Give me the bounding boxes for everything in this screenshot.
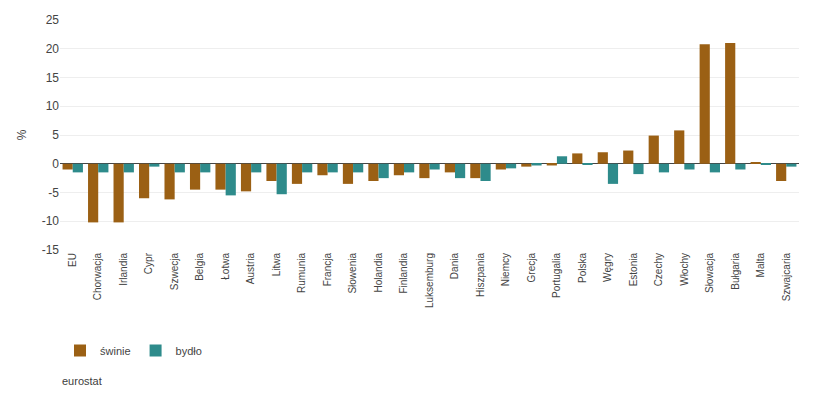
svg-text:-10: -10 [42, 214, 60, 228]
svg-text:5: 5 [52, 128, 59, 142]
svg-text:Rumunia: Rumunia [296, 253, 307, 293]
svg-text:Węgry: Węgry [602, 253, 613, 282]
svg-text:0: 0 [52, 157, 59, 171]
svg-text:eurostat: eurostat [62, 375, 102, 387]
svg-text:Belgia: Belgia [194, 253, 205, 281]
svg-text:Hiszpania: Hiszpania [475, 253, 486, 297]
svg-text:Polska: Polska [577, 253, 588, 283]
svg-text:świnie: świnie [100, 345, 131, 357]
svg-text:Włochy: Włochy [679, 253, 690, 286]
svg-text:Cypr: Cypr [143, 252, 154, 274]
svg-text:10: 10 [46, 99, 60, 113]
svg-text:-5: -5 [48, 186, 59, 200]
svg-text:bydło: bydło [176, 345, 202, 357]
svg-text:Szwecja: Szwecja [169, 253, 180, 291]
svg-text:-15: -15 [42, 243, 60, 257]
svg-text:Estonia: Estonia [628, 253, 639, 287]
svg-text:EU: EU [67, 253, 78, 267]
svg-text:Dania: Dania [449, 253, 460, 280]
svg-text:25: 25 [46, 13, 60, 27]
svg-text:Czechy: Czechy [653, 253, 664, 286]
svg-text:Luksemburg: Luksemburg [424, 253, 435, 308]
svg-text:%: % [15, 129, 29, 140]
svg-text:Słowacja: Słowacja [704, 253, 715, 293]
svg-text:Malta: Malta [755, 253, 766, 278]
svg-text:Szwajcaria: Szwajcaria [781, 253, 792, 302]
svg-text:Irlandia: Irlandia [118, 253, 129, 286]
svg-text:Chorwacja: Chorwacja [92, 253, 103, 301]
svg-text:Słowenia: Słowenia [347, 253, 358, 294]
svg-text:Austria: Austria [245, 253, 256, 285]
svg-text:Niemcy: Niemcy [500, 253, 511, 286]
svg-text:15: 15 [46, 71, 60, 85]
svg-text:Holandia: Holandia [373, 253, 384, 293]
svg-text:Finlandia: Finlandia [398, 253, 409, 294]
svg-text:Bułgaria: Bułgaria [730, 253, 741, 290]
svg-text:Litwa: Litwa [271, 253, 282, 277]
svg-text:Francja: Francja [322, 253, 333, 287]
svg-text:20: 20 [46, 42, 60, 56]
svg-text:Grecja: Grecja [526, 253, 537, 283]
svg-text:Łotwa: Łotwa [220, 253, 231, 280]
svg-text:Portugalia: Portugalia [551, 253, 562, 298]
